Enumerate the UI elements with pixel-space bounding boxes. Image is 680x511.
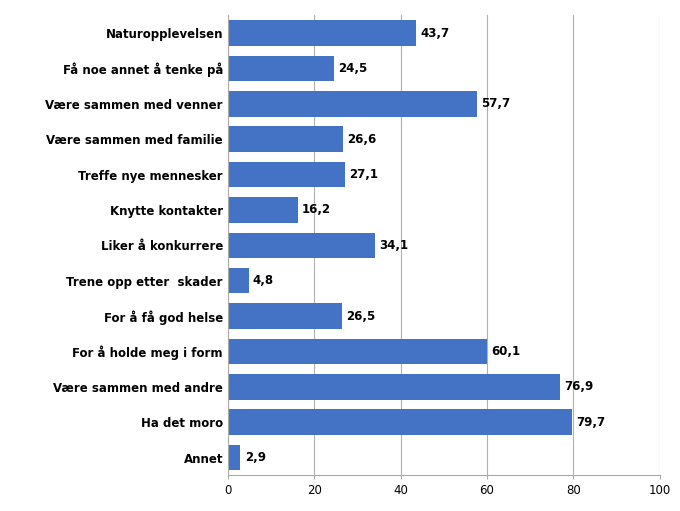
Bar [228,56,334,81]
Text: 24,5: 24,5 [338,62,367,75]
Bar [228,374,560,400]
Bar [228,304,342,329]
Bar [228,268,248,293]
Text: 43,7: 43,7 [421,27,450,39]
Text: 60,1: 60,1 [492,345,521,358]
Text: 34,1: 34,1 [379,239,409,252]
Bar [228,162,345,187]
Text: 57,7: 57,7 [481,97,511,110]
Text: 27,1: 27,1 [349,168,378,181]
Bar [228,339,488,364]
Text: 79,7: 79,7 [576,415,605,429]
Bar [228,233,375,258]
Bar [228,197,298,223]
Bar [228,445,240,470]
Text: 26,5: 26,5 [347,310,376,322]
Bar [228,91,477,117]
Bar [228,126,343,152]
Text: 2,9: 2,9 [245,451,266,464]
Text: 76,9: 76,9 [564,380,594,393]
Bar [228,409,572,435]
Bar [228,20,416,46]
Text: 26,6: 26,6 [347,133,376,146]
Text: 4,8: 4,8 [253,274,274,287]
Text: 16,2: 16,2 [302,203,331,216]
